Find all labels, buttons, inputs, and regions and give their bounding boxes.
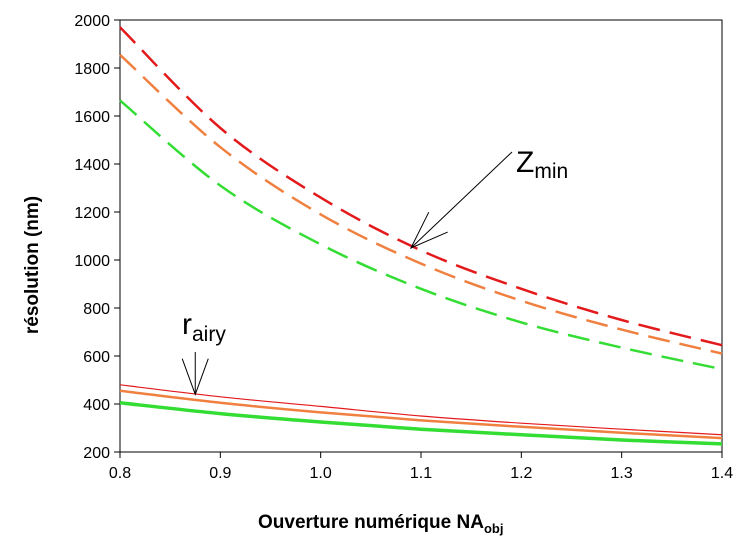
series-line-zmin-1 xyxy=(119,53,723,355)
x-tick-label: 1.2 xyxy=(510,465,532,482)
series-line-zmin-2 xyxy=(119,99,723,371)
x-tick-label: 0.8 xyxy=(109,465,131,482)
y-tick-label: 400 xyxy=(83,397,110,414)
zmin-arrow-line xyxy=(410,151,513,249)
y-axis-title: résolution (nm) xyxy=(22,196,43,334)
x-tick-label: 1.3 xyxy=(611,465,633,482)
rairy-arrow-head xyxy=(181,358,209,396)
zmin-label: Zmin xyxy=(516,146,568,183)
zmin-label-sub: min xyxy=(534,160,568,183)
series-line-rairy-4 xyxy=(119,389,723,440)
plot-area xyxy=(119,19,723,453)
axis-ticks: 0.8 0.9 1.0 1.1 1.2 1.3 1.4 200 400 600 800 1000 120… xyxy=(74,13,733,482)
y-tick-label: 1200 xyxy=(74,205,110,222)
zmin-label-main: Z xyxy=(516,146,534,179)
rairy-label: rairy xyxy=(182,308,226,346)
rairy-label-main: r xyxy=(182,308,192,341)
y-tick-label: 1000 xyxy=(74,253,110,270)
zmin-arrow-head xyxy=(409,211,448,250)
x-tick-label: 1.1 xyxy=(410,465,432,482)
x-tick-label: 1.4 xyxy=(711,465,733,482)
plot-frame xyxy=(119,19,723,453)
y-tick-label: 1600 xyxy=(74,109,110,126)
x-axis-title-sub: obj xyxy=(484,521,504,536)
series-line-zmin-0 xyxy=(119,26,723,347)
rairy-label-sub: airy xyxy=(192,323,226,346)
y-tick-label: 600 xyxy=(83,349,110,366)
x-axis-title: Ouverture numérique NAobj xyxy=(258,512,503,536)
y-tick-label: 800 xyxy=(83,301,110,318)
series-line-rairy-3 xyxy=(119,384,723,436)
x-tick-label: 1.0 xyxy=(310,465,332,482)
x-tick-label: 0.9 xyxy=(209,465,231,482)
y-tick-label: 1400 xyxy=(74,157,110,174)
series-line-rairy-5 xyxy=(119,401,723,446)
series-layer xyxy=(119,26,723,446)
y-tick-label: 200 xyxy=(83,445,110,462)
annotations: Zmin rairy xyxy=(181,146,568,396)
y-tick-label: 2000 xyxy=(74,13,110,30)
x-axis-title-main: Ouverture numérique NA xyxy=(258,512,484,533)
y-tick-label: 1800 xyxy=(74,61,110,78)
